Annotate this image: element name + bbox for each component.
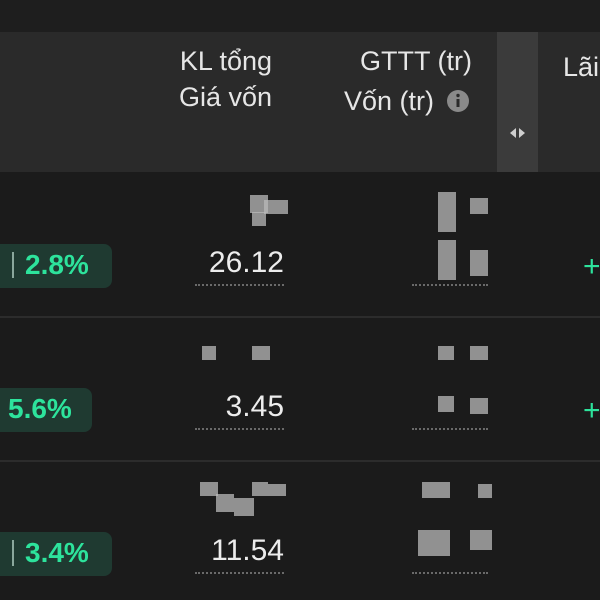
masked-value: [470, 198, 488, 214]
header-text: GTTT (tr): [360, 46, 472, 76]
row-separator: [0, 460, 600, 462]
price-underline: [195, 284, 284, 286]
masked-value: [418, 530, 450, 556]
row-separator: [0, 316, 600, 318]
masked-value: [264, 200, 288, 214]
masked-value: [202, 346, 216, 360]
info-icon[interactable]: [446, 89, 470, 113]
change-badge[interactable]: [0, 244, 112, 288]
masked-value: [470, 530, 492, 550]
header-text: Lãi: [563, 52, 600, 82]
price-value: 11.54: [211, 534, 284, 567]
masked-value: [252, 482, 268, 496]
masked-value: [200, 482, 218, 496]
masked-value: [438, 346, 454, 360]
masked-value: [250, 195, 268, 213]
price-underline: [195, 572, 284, 574]
change-badge[interactable]: [0, 532, 112, 576]
resize-arrows: [510, 128, 525, 138]
masked-value: [438, 240, 456, 280]
masked-value: [438, 192, 456, 232]
profit-sign: +: [583, 250, 600, 283]
masked-value: [470, 346, 488, 360]
change-badge[interactable]: [0, 388, 92, 432]
masked-value: [438, 396, 454, 412]
change-percent: 3.4%: [25, 537, 89, 568]
masked-underline: [412, 572, 488, 574]
masked-value: [268, 484, 286, 496]
column-resize-handle[interactable]: [497, 32, 538, 172]
header-text: Vốn (tr): [343, 86, 434, 116]
price-value: 26.12: [208, 246, 284, 279]
change-percent: 2.8%: [25, 249, 89, 280]
masked-value: [216, 494, 234, 512]
masked-value: [478, 484, 492, 498]
masked-value: [470, 398, 488, 414]
masked-value: [252, 346, 270, 360]
masked-value: [252, 212, 266, 226]
masked-underline: [412, 428, 488, 430]
change-percent: 5.6%: [8, 393, 72, 424]
top-bar: [0, 0, 600, 32]
price-underline: [195, 428, 284, 430]
masked-value: [470, 250, 488, 276]
profit-sign: +: [583, 394, 600, 427]
header-text: Giá vốn: [178, 82, 272, 112]
masked-value: [422, 482, 450, 498]
price-value: 3.45: [225, 390, 284, 423]
masked-underline: [412, 284, 488, 286]
masked-value: [234, 498, 254, 516]
badge-divider: [12, 252, 14, 278]
header-text: KL tổng: [179, 46, 272, 76]
badge-divider: [12, 540, 14, 566]
